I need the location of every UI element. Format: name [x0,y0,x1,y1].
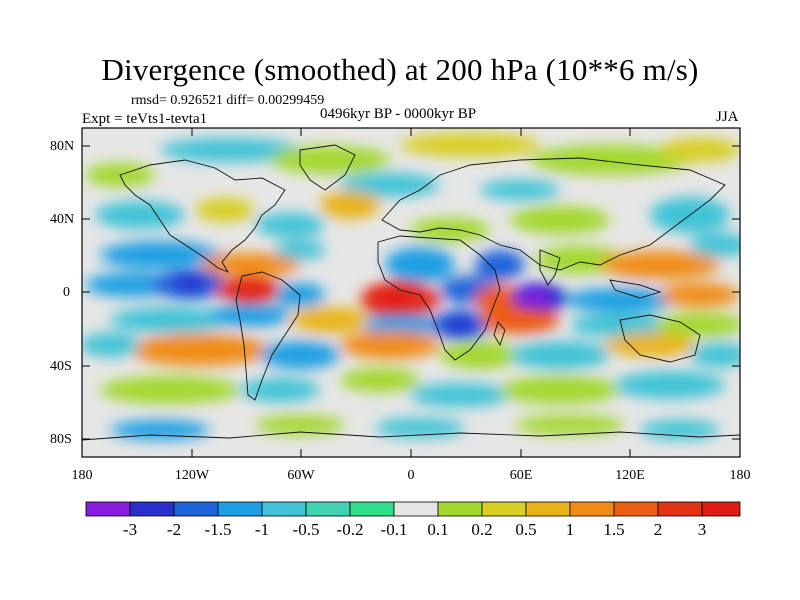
y-tick-label: 40S [50,359,72,374]
x-tick-label: 0 [407,468,415,483]
colorbar-label: -0.2 [336,520,364,539]
y-tick-label: 80N [50,139,75,154]
colorbar-label: -0.1 [380,520,408,539]
x-axis-ticks [81,128,741,457]
colorbar-bin [701,501,741,517]
colorbar-bin [569,501,615,517]
colorbar-bin [129,501,175,517]
y-axis-ticks [82,145,740,440]
colorbar-label: 0.1 [427,520,449,539]
colorbar-bin [349,501,395,517]
y-tick-label: 0 [63,285,70,300]
colorbar-bin [393,501,439,517]
colorbar-label: -0.5 [292,520,320,539]
divergence-field [82,128,740,457]
x-tick-label: 120E [615,468,645,483]
colorbar-label: 2 [653,520,663,539]
colorbar-label: 3 [697,520,707,539]
y-tick-label: 40N [50,212,75,227]
x-tick-label: 60E [509,468,533,483]
season-label: JJA [716,109,739,125]
colorbar-bin [481,501,527,517]
colorbar [85,501,741,517]
colorbar-bin [613,501,659,517]
colorbar-label: -3 [122,520,138,539]
colorbar-label: 1.5 [603,520,625,539]
x-tick-label: 180 [729,468,751,483]
period-label: 0496kyr BP - 0000kyr BP [320,106,477,122]
colorbar-label: -1.5 [204,520,232,539]
x-tick-label: 180 [71,468,93,483]
colorbar-label: 0.2 [471,520,493,539]
colorbar-label: 0.5 [515,520,537,539]
colorbar-label: 1 [565,520,575,539]
colorbar-label: -1 [254,520,270,539]
colorbar-bin [173,501,219,517]
colorbar-bin [305,501,351,517]
colorbar-bin [657,501,703,517]
stats-line: rmsd= 0.926521 diff= 0.00299459 [131,93,325,108]
colorbar-label: -2 [166,520,182,539]
colorbar-bin [261,501,307,517]
colorbar-bin [437,501,483,517]
x-tick-label: 60W [287,468,315,483]
y-tick-label: 80S [50,432,72,447]
x-tick-label: 120W [174,468,210,483]
colorbar-bin [217,501,263,517]
plot-title: Divergence (smoothed) at 200 hPa (10**6 … [101,52,699,87]
colorbar-bin [525,501,571,517]
coastlines [82,144,740,441]
colorbar-bin [85,501,131,517]
experiment-label: Expt = teVts1-tevta1 [82,111,208,127]
